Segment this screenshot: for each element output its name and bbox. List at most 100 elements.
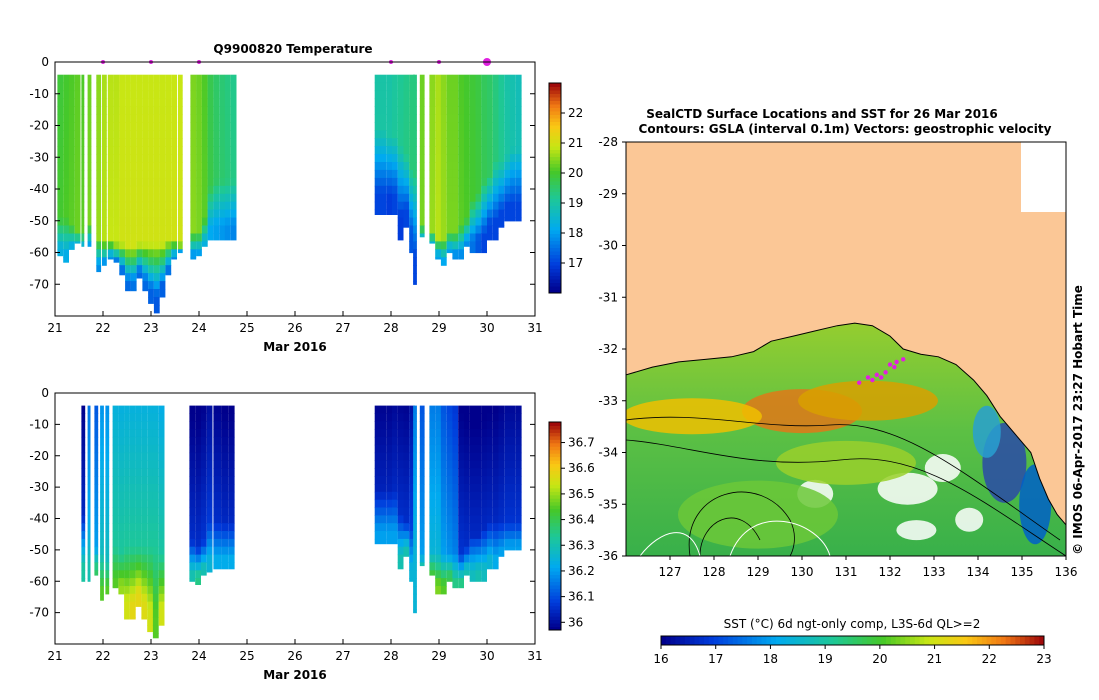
sal-cell bbox=[487, 421, 493, 430]
temp-cell bbox=[475, 241, 482, 250]
sst-colorbar-swatch bbox=[919, 636, 925, 645]
temp-cell bbox=[504, 209, 511, 219]
temp-cell bbox=[435, 146, 441, 155]
temp-cell bbox=[230, 169, 237, 179]
sal-cell bbox=[158, 429, 165, 438]
temp-cell bbox=[107, 241, 114, 250]
sal-cell bbox=[469, 570, 476, 579]
temp-cell bbox=[413, 82, 417, 92]
temp-cell bbox=[419, 82, 425, 92]
temp-cell bbox=[481, 74, 487, 84]
sal-cell bbox=[403, 444, 410, 454]
temp-cell bbox=[63, 217, 69, 227]
temp-colorbar-tick-label: 17 bbox=[568, 256, 583, 270]
sal-cell bbox=[492, 491, 499, 501]
sal-cell bbox=[147, 413, 153, 422]
sal-colorbar-tick-label: 36.6 bbox=[568, 461, 595, 475]
sal-cell bbox=[435, 507, 441, 516]
temp-cell bbox=[153, 185, 160, 195]
temp-cell bbox=[148, 265, 154, 274]
sal-cell bbox=[475, 531, 482, 540]
temp-cell bbox=[113, 146, 120, 155]
sal-cell bbox=[380, 452, 387, 461]
map-y-tick-label: -31 bbox=[598, 290, 618, 304]
sal-cell bbox=[409, 468, 415, 477]
sal-cell bbox=[129, 570, 136, 579]
temp-cell bbox=[190, 169, 197, 179]
temp-colorbar-swatch bbox=[549, 230, 561, 234]
sal-cell bbox=[124, 562, 130, 571]
sal-cell bbox=[213, 515, 222, 524]
temp-cell bbox=[87, 74, 92, 84]
temp-cell bbox=[386, 201, 392, 211]
temp-cell bbox=[392, 138, 398, 147]
temp-cell bbox=[102, 193, 107, 203]
temp-cell bbox=[201, 201, 208, 211]
sal-cell bbox=[200, 460, 207, 469]
temp-cell bbox=[190, 74, 197, 84]
temp-cell bbox=[107, 90, 114, 100]
map-subtitle: Contours: GSLA (interval 0.1m) Vectors: … bbox=[639, 122, 1052, 136]
temp-cell bbox=[87, 90, 92, 100]
sst-colorbar-swatch bbox=[723, 636, 729, 645]
temp-cell bbox=[130, 289, 137, 292]
sal-cell bbox=[94, 562, 99, 571]
temp-cell bbox=[57, 90, 64, 100]
temp-cell bbox=[96, 74, 102, 84]
temp-cell bbox=[136, 138, 143, 147]
temp-cell bbox=[435, 98, 441, 107]
sal-cell bbox=[475, 562, 482, 571]
sal-cell bbox=[492, 562, 499, 570]
temp-cell bbox=[153, 217, 160, 227]
temp-cell bbox=[207, 177, 214, 187]
sal-cell bbox=[403, 554, 410, 557]
temp-cell bbox=[201, 193, 208, 203]
temp-cell bbox=[74, 233, 81, 242]
temp-cell bbox=[492, 122, 499, 131]
temp-cell bbox=[107, 257, 114, 260]
sal-cell bbox=[487, 507, 493, 516]
temp-cell bbox=[464, 74, 470, 84]
temp-cell bbox=[386, 114, 392, 123]
temp-cell bbox=[130, 106, 137, 115]
temp-cell bbox=[125, 185, 131, 195]
sal-cell bbox=[100, 436, 104, 446]
temp-cell bbox=[213, 217, 220, 227]
sal-cell bbox=[228, 436, 235, 446]
temp-colorbar-swatch bbox=[549, 237, 561, 241]
temp-cell bbox=[125, 122, 131, 131]
temp-colorbar-swatch bbox=[549, 275, 561, 280]
temp-cell bbox=[403, 217, 410, 227]
nodata-box bbox=[1021, 142, 1066, 212]
sal-cell bbox=[141, 413, 148, 422]
temp-cell bbox=[446, 106, 453, 115]
sal-cell bbox=[213, 554, 222, 563]
temp-cell bbox=[224, 225, 231, 234]
temp-cell bbox=[230, 225, 237, 234]
sal-cell bbox=[105, 538, 110, 548]
sal-cell bbox=[464, 421, 470, 430]
sal-cell bbox=[200, 429, 207, 438]
sal-cell bbox=[504, 538, 511, 548]
temp-cell bbox=[440, 74, 447, 84]
temp-cell bbox=[446, 154, 453, 163]
temp-colorbar-swatch bbox=[549, 167, 561, 171]
temp-profile-column bbox=[196, 74, 202, 257]
temp-cell bbox=[386, 90, 392, 100]
temp-cell bbox=[397, 130, 404, 139]
sal-colorbar-swatch bbox=[549, 546, 561, 551]
sal-cell bbox=[487, 546, 493, 556]
sst-patch bbox=[678, 480, 838, 549]
temp-colorbar-swatch bbox=[549, 114, 561, 119]
temp-cell bbox=[386, 74, 392, 84]
sal-cell bbox=[475, 578, 482, 582]
temp-cell bbox=[440, 98, 447, 107]
temp-profile-column bbox=[87, 74, 92, 247]
sal-cell bbox=[380, 429, 387, 438]
sal-cell bbox=[419, 460, 425, 469]
temp-cell bbox=[409, 154, 415, 163]
sal-cell bbox=[413, 405, 417, 414]
temp-cell bbox=[207, 185, 214, 195]
sal-cell bbox=[452, 476, 459, 485]
sal-cell bbox=[469, 523, 476, 532]
